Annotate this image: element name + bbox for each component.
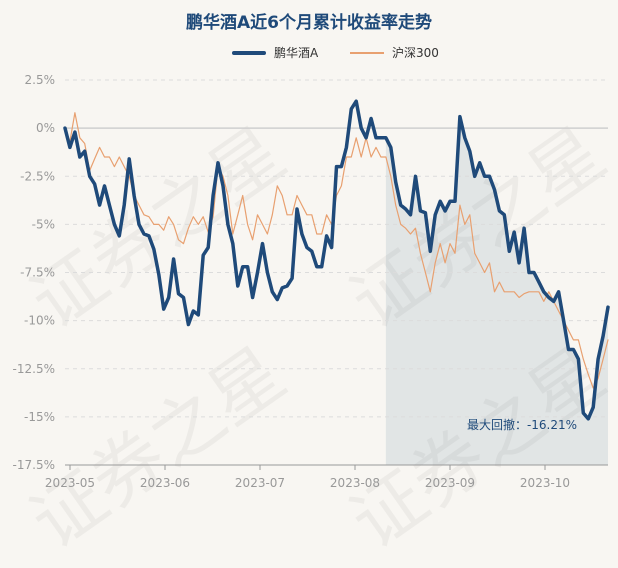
chart-container: 证券之星 证券之星 证券之星 证券之星 鹏华酒A近6个月累计收益率走势 鹏华酒A…	[0, 13, 618, 565]
legend: 鹏华酒A 沪深300	[0, 44, 618, 64]
drawdown-annotation: 最大回撤：-16.21%	[467, 417, 577, 432]
x-tick-label: 2023-07	[235, 476, 285, 490]
x-tick-label: 2023-09	[425, 476, 475, 490]
legend-item-series-2[interactable]: 沪深300	[350, 44, 439, 61]
x-tick-label: 2023-08	[330, 476, 380, 490]
drawdown-area	[385, 116, 608, 465]
plot-area: 2.5% 0% -2.5% -5% -7.5% -10% -12.5% -15% -17.5% 2…	[13, 73, 610, 490]
y-tick-label: -2.5%	[20, 169, 55, 183]
legend-label-series-2: 沪深300	[392, 46, 439, 60]
legend-swatch-series-2	[350, 51, 384, 54]
legend-swatch-series-1	[232, 50, 266, 55]
y-tick-label: -12.5%	[13, 362, 55, 376]
chart-title: 鹏华酒A近6个月累计收益率走势	[186, 13, 432, 33]
x-tick-label: 2023-05	[45, 476, 95, 490]
x-tick-label: 2023-10	[520, 476, 570, 490]
series-line-1	[63, 99, 610, 421]
x-tick-label: 2023-06	[140, 476, 190, 490]
legend-label-series-1: 鹏华酒A	[274, 46, 319, 60]
y-tick-label: 0%	[36, 121, 55, 135]
y-tick-label: -17.5%	[13, 458, 55, 472]
y-tick-label: -15%	[24, 410, 55, 424]
legend-item-series-1[interactable]: 鹏华酒A	[232, 44, 318, 61]
y-tick-label: -7.5%	[20, 266, 55, 280]
y-tick-label: -10%	[24, 314, 55, 328]
y-tick-label: -5%	[32, 217, 55, 231]
y-tick-label: 2.5%	[25, 73, 56, 87]
